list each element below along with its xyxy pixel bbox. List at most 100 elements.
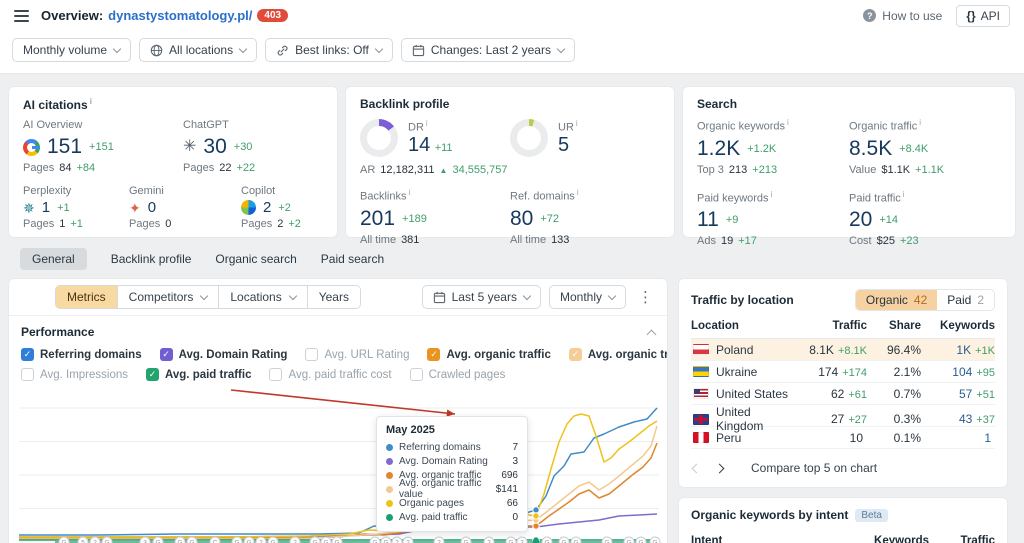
changes-filter-button[interactable]: Changes: Last 2 years — [400, 38, 575, 62]
metric-toggle-avg-impressions[interactable]: Avg. Impressions — [21, 368, 128, 381]
location-row-ukraine[interactable]: Ukraine 174 +174 2.1% 104 +95 — [691, 361, 995, 383]
help-icon: ? — [863, 9, 877, 22]
metric-toggle-avg-paid-traffic-cost[interactable]: Avg. paid traffic cost — [269, 368, 392, 381]
ukraine-flag-icon — [693, 366, 709, 377]
backlinks-metric: Backlinks i 201 +189 All time 381 — [360, 188, 427, 246]
checkbox-icon[interactable] — [305, 348, 319, 361]
location-row-united-states[interactable]: United States 62 +61 0.7% 57 +51 — [691, 383, 995, 405]
organic-toggle[interactable]: Organic 42 — [855, 290, 938, 310]
compare-top5-label: Compare top 5 on chart — [751, 461, 878, 475]
svg-text:G: G — [155, 539, 160, 543]
location-row-united-kingdom[interactable]: United Kingdom 27 +27 0.3% 43 +37 — [691, 405, 995, 433]
checkbox-icon[interactable]: ✓ — [159, 348, 173, 361]
status-badge: 403 — [257, 9, 289, 22]
paid-toggle[interactable]: Paid 2 — [937, 290, 994, 310]
svg-text:G: G — [508, 539, 513, 543]
svg-text:G: G — [561, 539, 566, 543]
locations-segment[interactable]: Locations — [218, 286, 307, 308]
paid-keywords-metric: Paid keywords i 11 +9 Ads 19 +17 — [697, 189, 773, 248]
metric-label: Avg. Domain Rating — [178, 348, 288, 361]
checkbox-icon[interactable]: ✓ — [568, 348, 582, 361]
metric-toggle-referring-domains[interactable]: ✓ Referring domains — [21, 348, 142, 361]
info-icon: i — [575, 119, 578, 129]
tab-general[interactable]: General — [20, 248, 87, 270]
keywords-link[interactable]: 43 — [958, 412, 973, 426]
checkbox-icon[interactable]: ✓ — [21, 348, 34, 361]
chevron-down-icon — [522, 291, 532, 300]
search-card: Search Organic keywords i 1.2K +1.2K Top 3… — [682, 86, 1016, 247]
svg-text:G: G — [323, 539, 328, 543]
gemini-icon: ✦ — [129, 199, 141, 216]
domain-link[interactable]: dynastystomatology.pl/ — [108, 8, 253, 23]
paid-traffic-metric: Paid traffic i 20 +14 Cost $25 +23 — [849, 189, 919, 248]
metric-label: Referring domains — [40, 348, 142, 361]
how-to-use-link[interactable]: ? How to use — [863, 9, 942, 23]
chart-canvas[interactable]: G 5 2 G 3 G G G C G G 2 G 2 G G G G G 2 2 2 G 2 G 2 G G G G G G G — [19, 388, 661, 543]
date-range-button[interactable]: Last 5 years — [421, 285, 541, 309]
prev-page-icon[interactable] — [691, 463, 702, 473]
ur-donut-chart — [510, 119, 548, 157]
metric-toggle-avg-url-rating[interactable]: Avg. URL Rating — [305, 348, 409, 361]
keywords-link[interactable]: 1 — [984, 430, 991, 445]
checkbox-icon[interactable] — [269, 368, 283, 381]
ref-domains-metric: Ref. domains i 80 +72 All time 133 — [510, 188, 579, 246]
location-row-poland[interactable]: Poland 8.1K +8.1K 96.4% 1K +1K — [691, 339, 995, 361]
card-title: Backlink profile — [360, 97, 450, 111]
chevron-down-icon — [112, 44, 122, 53]
tab-organic-search[interactable]: Organic search — [215, 252, 297, 266]
checkbox-icon[interactable] — [21, 368, 34, 381]
svg-text:G: G — [573, 539, 578, 543]
svg-text:G: G — [604, 539, 609, 543]
united-kingdom-flag-icon — [693, 413, 709, 425]
svg-text:G: G — [626, 539, 631, 543]
svg-text:G: G — [104, 539, 109, 543]
granularity-button[interactable]: Monthly — [548, 285, 626, 309]
metric-toggle-avg-organic-traffic[interactable]: ✓ Avg. organic traffic — [427, 348, 551, 361]
chevron-down-icon — [238, 44, 248, 53]
svg-text:G: G — [383, 539, 388, 543]
performance-panel: Metrics Competitors Locations Years Last… — [8, 278, 668, 543]
organic-traffic-metric: Organic traffic i 8.5K +8.4K Value $1.1K +1.… — [849, 118, 945, 176]
metric-toggles-row-1: ✓ Referring domains ✓ Avg. Domain Rating Avg… — [9, 348, 667, 361]
united-states-flag-icon — [693, 388, 709, 399]
checkbox-icon[interactable] — [409, 368, 423, 381]
api-button[interactable]: {} API — [956, 4, 1010, 27]
series-dot-icon — [386, 471, 393, 479]
section-tabs: General Backlink profile Organic search … — [0, 238, 1024, 278]
years-segment[interactable]: Years — [306, 286, 360, 308]
metric-label: Avg. paid traffic cost — [288, 368, 392, 381]
tab-backlink-profile[interactable]: Backlink profile — [110, 252, 192, 266]
metric-toggle-avg-paid-traffic[interactable]: ✓ Avg. paid traffic — [146, 368, 251, 381]
menu-icon[interactable] — [14, 9, 29, 22]
svg-text:2: 2 — [395, 539, 399, 543]
metric-toggle-avg-organic-traffic-value[interactable]: ✓ Avg. organic traffic value — [568, 348, 667, 361]
checkbox-icon[interactable]: ✓ — [427, 348, 441, 361]
poland-flag-icon — [693, 344, 709, 355]
more-options-button[interactable]: ⋮ — [638, 289, 653, 306]
collapse-icon[interactable] — [646, 329, 657, 339]
svg-text:2: 2 — [520, 539, 524, 543]
metric-toggle-avg-domain-rating[interactable]: ✓ Avg. Domain Rating — [159, 348, 288, 361]
locations-filter-button[interactable]: All locations — [139, 38, 258, 62]
metrics-segment[interactable]: Metrics — [56, 286, 117, 308]
keywords-link[interactable]: 57 — [958, 386, 973, 401]
chart-view-switcher: Metrics Competitors Locations Years — [55, 285, 361, 309]
perplexity-metric: Perplexity ✵ 1 +1 Pages 1 +1 — [23, 185, 83, 230]
volume-filter-button[interactable]: Monthly volume — [12, 38, 132, 62]
keywords-link[interactable]: 1K — [956, 342, 972, 357]
svg-text:G: G — [372, 539, 377, 543]
checkbox-icon[interactable]: ✓ — [146, 368, 159, 381]
chevron-down-icon — [556, 44, 566, 53]
competitors-segment[interactable]: Competitors — [116, 286, 219, 308]
best-links-filter-button[interactable]: Best links: Off — [265, 38, 393, 62]
metric-toggle-crawled-pages[interactable]: Crawled pages — [409, 368, 505, 381]
next-page-icon[interactable] — [714, 463, 725, 473]
card-title: Search — [697, 97, 738, 111]
location-row-peru[interactable]: Peru 10 0.1% 1 — [691, 427, 995, 449]
card-title: AI citations i — [23, 97, 92, 112]
calendar-icon — [412, 44, 425, 56]
metric-label: Avg. organic traffic value — [587, 348, 667, 361]
tab-paid-search[interactable]: Paid search — [320, 252, 385, 266]
keywords-link[interactable]: 104 — [952, 364, 973, 379]
